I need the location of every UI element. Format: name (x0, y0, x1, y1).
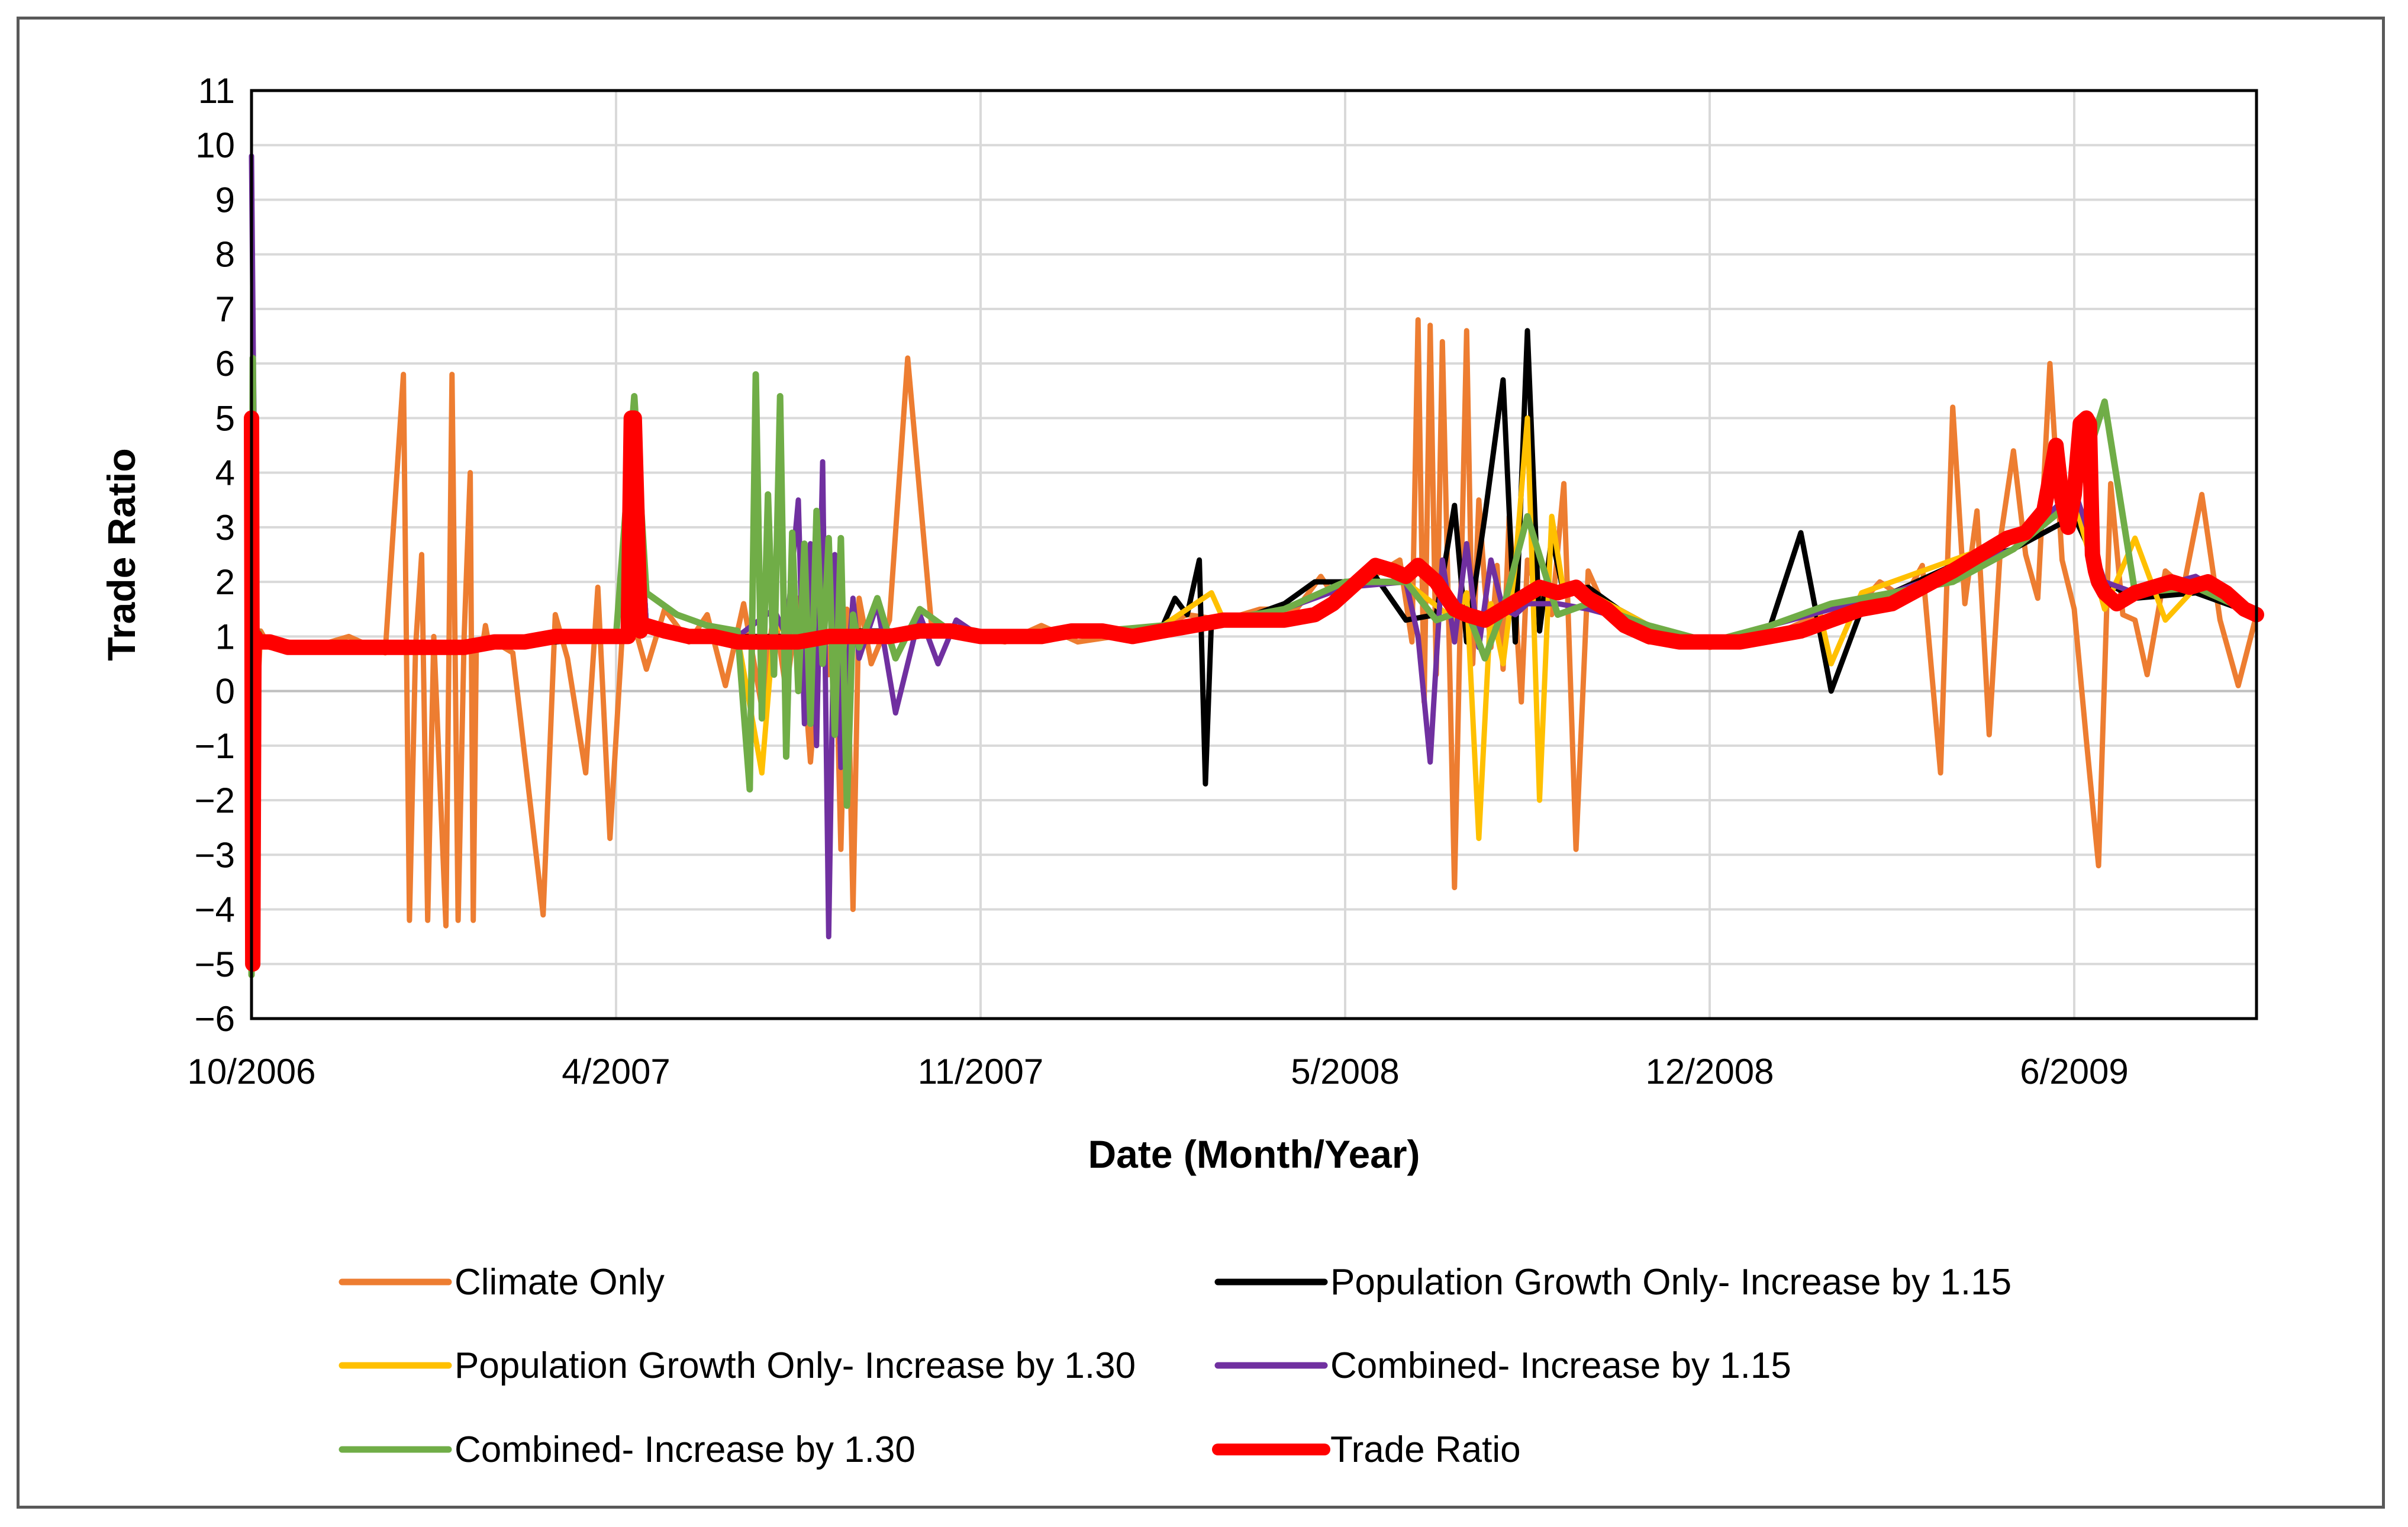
series-line-6 (244, 410, 2264, 972)
y-tick-label: −1 (195, 726, 235, 766)
y-tick-label: 5 (215, 398, 235, 438)
x-axis-ticks: 10/2006 4/2007 11/2007 5/2008 12/2008 6/2009 (188, 1052, 2129, 1091)
legend-label-1: Climate Only (454, 1262, 665, 1303)
legend: Climate Only Population Growth Only- Incr… (339, 1262, 2011, 1470)
y-tick-label: 6 (215, 344, 235, 384)
x-axis-title: Date (Month/Year) (1088, 1132, 1420, 1176)
y-tick-label: 2 (215, 562, 235, 602)
y-tick-label: −5 (195, 945, 235, 984)
y-tick-label: 7 (215, 289, 235, 329)
legend-label-6: Trade Ratio (1330, 1429, 1521, 1470)
y-tick-label: −6 (195, 999, 235, 1039)
series-lines (244, 153, 2264, 978)
y-tick-label: 1 (215, 617, 235, 656)
chart-frame: −6 −5 −4 −3 −2 −1 0 1 2 3 4 5 6 7 8 9 10 11 10/2006 4/2007… (17, 17, 2385, 1509)
y-tick-label: 8 (215, 235, 235, 275)
legend-label-4: Combined- Increase by 1.15 (1330, 1345, 1791, 1386)
x-tick-label: 4/2007 (562, 1052, 670, 1091)
y-tick-label: −4 (195, 890, 235, 930)
x-tick-label: 12/2008 (1646, 1052, 1774, 1091)
legend-label-5: Combined- Increase by 1.30 (454, 1429, 916, 1470)
plot-area-border (250, 89, 2258, 1020)
x-tick-label: 6/2009 (2020, 1052, 2129, 1091)
line-chart: −6 −5 −4 −3 −2 −1 0 1 2 3 4 5 6 7 8 9 10 11 10/2006 4/2007… (99, 71, 2264, 1470)
legend-label-3: Population Growth Only- Increase by 1.30 (454, 1345, 1136, 1386)
y-tick-label: 4 (215, 453, 235, 493)
x-tick-label: 5/2008 (1291, 1052, 1400, 1091)
legend-label-2: Population Growth Only- Increase by 1.15 (1330, 1262, 2011, 1303)
y-tick-label: 9 (215, 180, 235, 220)
y-tick-label: 11 (198, 71, 235, 111)
grid-lines (252, 89, 2257, 1020)
y-axis-title: Trade Ratio (99, 448, 143, 661)
y-axis-ticks: −6 −5 −4 −3 −2 −1 0 1 2 3 4 5 6 7 8 9 10 11 (195, 71, 235, 1039)
series-line-4 (249, 153, 2259, 940)
x-tick-label: 11/2007 (918, 1052, 1043, 1091)
y-tick-label: 0 (215, 672, 235, 711)
x-tick-label: 10/2006 (188, 1052, 316, 1091)
y-tick-label: −3 (195, 835, 235, 875)
y-tick-label: 3 (215, 508, 235, 547)
y-tick-label: −2 (195, 781, 235, 820)
y-tick-label: 10 (195, 125, 235, 165)
